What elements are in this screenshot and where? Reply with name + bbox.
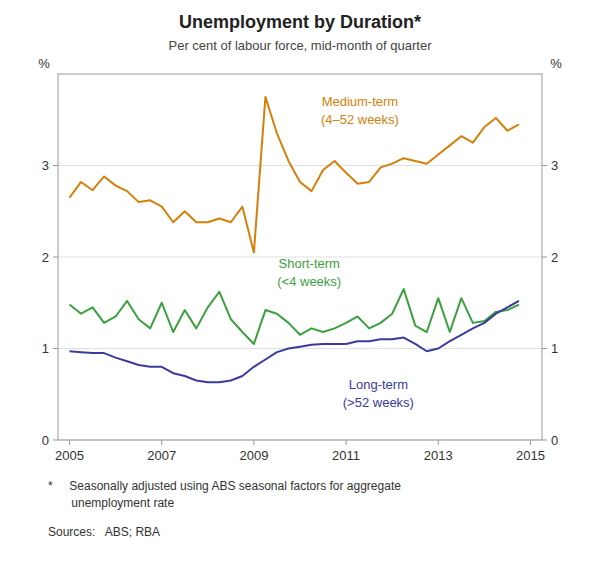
y-axis-label: % xyxy=(38,56,50,71)
series-line xyxy=(70,97,519,253)
series-line xyxy=(70,301,519,382)
y-tick-label: 3 xyxy=(42,158,49,173)
annotation: Long-term xyxy=(349,377,408,392)
annotations: Medium-term (4–52 weeks) Short-term (<4 wee… xyxy=(277,94,414,410)
annotation: (>52 weeks) xyxy=(343,395,414,410)
footnote: * Seasonally adjusted using ABS seasonal… xyxy=(48,479,401,510)
title: Unemployment by Duration* xyxy=(179,12,421,32)
footnote-line: unemployment rate xyxy=(48,496,174,510)
annotation: Short-term xyxy=(279,256,340,271)
y-tick-label: 0 xyxy=(42,433,49,448)
annotation: Medium-term xyxy=(322,94,399,109)
y2-tick xyxy=(542,348,547,349)
grid xyxy=(58,166,542,441)
y2-tick-label: 2 xyxy=(551,250,558,265)
plot-frame xyxy=(58,74,542,440)
series-group xyxy=(70,97,519,382)
x-tick xyxy=(161,440,162,445)
x-tick xyxy=(346,440,347,445)
x-axis: 2005 2007 2009 2011 2013 2015 xyxy=(55,440,545,463)
x-tick-label: 2013 xyxy=(424,448,453,463)
y-tick-label: 1 xyxy=(42,341,49,356)
y2-tick xyxy=(542,165,547,166)
y2-axis: 0 1 2 3% xyxy=(542,56,562,448)
y-tick xyxy=(53,165,58,166)
y-tick xyxy=(53,348,58,349)
annotation: (<4 weeks) xyxy=(277,274,341,289)
x-tick-label: 2015 xyxy=(516,448,545,463)
footnote-line: Sources: ABS; RBA xyxy=(48,525,160,539)
subtitle: Per cent of labour force, mid-month of q… xyxy=(168,38,432,53)
y2-tick-label: 3 xyxy=(551,158,558,173)
footnote-line: * Seasonally adjusted using ABS seasonal… xyxy=(48,479,401,493)
grid-line xyxy=(58,348,542,349)
x-tick xyxy=(530,440,531,445)
y-tick xyxy=(53,440,58,441)
grid-line xyxy=(58,165,542,166)
y2-axis-label: % xyxy=(550,56,562,71)
y2-tick-label: 1 xyxy=(551,341,558,356)
x-tick-label: 2011 xyxy=(332,448,360,463)
y-tick-label: 2 xyxy=(42,250,49,265)
chart-container: Unemployment by Duration* Per cent of lab… xyxy=(0,0,600,577)
y2-tick xyxy=(542,257,547,258)
x-tick-label: 2007 xyxy=(147,448,176,463)
y2-tick xyxy=(542,440,547,441)
x-tick-label: 2009 xyxy=(239,448,268,463)
y-tick xyxy=(53,257,58,258)
annotation: (4–52 weeks) xyxy=(321,112,399,127)
y2-tick-label: 0 xyxy=(551,433,558,448)
x-tick xyxy=(253,440,254,445)
y-axis: 0 1 2 3% xyxy=(38,56,58,448)
x-tick xyxy=(438,440,439,445)
series-line xyxy=(70,289,519,344)
notes: * Seasonally adjusted using ABS seasonal… xyxy=(48,479,401,539)
x-tick-label: 2005 xyxy=(55,448,84,463)
chart-svg: Unemployment by Duration* Per cent of lab… xyxy=(0,0,600,577)
footnote: Sources: ABS; RBA xyxy=(48,525,160,539)
x-tick xyxy=(69,440,70,445)
